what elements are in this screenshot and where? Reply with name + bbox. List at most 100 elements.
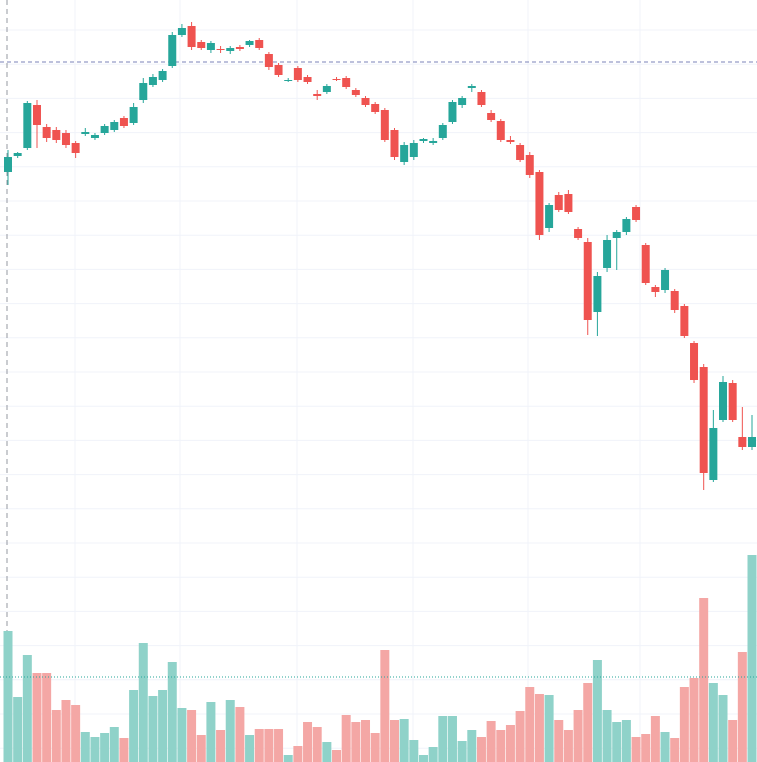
volume-bar [621, 720, 631, 762]
candle-body [177, 28, 186, 35]
candle-body [748, 437, 756, 447]
candle-body [477, 92, 486, 105]
candle-body [438, 125, 447, 138]
volume-bar [447, 716, 457, 762]
candle-body [409, 143, 418, 157]
volume-bar [51, 710, 61, 762]
candle-body [690, 343, 699, 380]
volume-bar [129, 690, 139, 762]
volume-bar [525, 687, 535, 762]
candle-body [680, 306, 689, 336]
volume-bar [399, 719, 409, 762]
volume-bar [737, 652, 747, 762]
candle-body [293, 68, 302, 80]
candle-body [52, 130, 61, 140]
candle-body [245, 41, 254, 45]
candle-body [226, 48, 235, 51]
volume-bar [380, 650, 390, 762]
volume-bar [216, 730, 226, 762]
volume-bar [428, 747, 438, 762]
candle-body [303, 77, 312, 82]
candle-body [148, 77, 157, 85]
candle-body [61, 133, 70, 145]
volume-bar [264, 729, 274, 762]
candle-body [496, 121, 505, 140]
volume-bar [177, 708, 187, 762]
candle-body [564, 194, 573, 212]
candle-body [13, 153, 22, 156]
candle-body [264, 54, 273, 67]
volume-bar [332, 750, 342, 762]
candle-body [699, 367, 708, 473]
volume-bar [138, 643, 148, 762]
candle-body [206, 43, 215, 50]
candle-body [100, 126, 109, 133]
candle-body [545, 205, 554, 228]
candle-body [168, 35, 177, 66]
candle-body [81, 132, 90, 134]
volume-bar [274, 729, 284, 762]
volume-bar [689, 678, 699, 762]
candle-body [728, 383, 737, 420]
candle-body [651, 287, 660, 292]
volume-bar [71, 705, 81, 762]
volume-bar [670, 738, 680, 762]
candle-body [458, 98, 467, 105]
candle-body [361, 98, 370, 105]
candle-body [525, 155, 534, 175]
volume-bar [361, 720, 371, 762]
volume-bar [32, 673, 42, 762]
volume-bar [592, 660, 602, 762]
volume-bar [61, 700, 71, 762]
volume-bar [303, 722, 313, 762]
candle-body [719, 382, 728, 420]
candle-body [158, 71, 167, 80]
candle-body [284, 80, 293, 81]
candle-body [593, 276, 602, 312]
volume-bar [158, 690, 168, 762]
candle-body [129, 107, 138, 123]
candle-body [516, 145, 525, 160]
volume-bar [486, 721, 496, 762]
candle-body [313, 94, 322, 96]
volume-bar [235, 707, 245, 762]
volume-bar [457, 741, 467, 762]
volume-bar [3, 631, 13, 762]
candle-body [554, 195, 563, 210]
volume-bar [341, 715, 351, 762]
candle-body [139, 83, 148, 100]
candle-body [400, 145, 409, 162]
candle-body [467, 86, 476, 88]
candle-body [390, 130, 399, 157]
volume-bar [254, 729, 264, 762]
volume-bar [22, 655, 32, 762]
candle-body [4, 157, 12, 172]
candle-body [187, 26, 196, 47]
volume-bar [467, 730, 477, 762]
volume-bar [283, 755, 293, 762]
candle-body [583, 242, 592, 320]
volume-bar [660, 732, 670, 762]
candle-body [419, 139, 428, 141]
candle-body [110, 122, 119, 130]
candle-body [119, 118, 128, 126]
volume-bar [650, 716, 660, 762]
volume-bar [708, 683, 718, 762]
volume-bar [389, 720, 399, 762]
volume-bar [438, 716, 448, 762]
candle-body [342, 78, 351, 87]
candle-body [371, 104, 380, 112]
candle-body [351, 90, 360, 95]
candle-body [322, 86, 331, 92]
volume-bar [187, 710, 197, 762]
candle-body [738, 437, 747, 447]
volume-bar [583, 683, 593, 762]
volume-bar [563, 730, 573, 762]
candle-body [32, 105, 41, 125]
candle-body [603, 240, 612, 268]
candle-body [274, 65, 283, 75]
volume-bar [42, 673, 52, 762]
volume-bar [206, 702, 216, 762]
volume-bar [602, 710, 612, 762]
candle-body [448, 102, 457, 122]
